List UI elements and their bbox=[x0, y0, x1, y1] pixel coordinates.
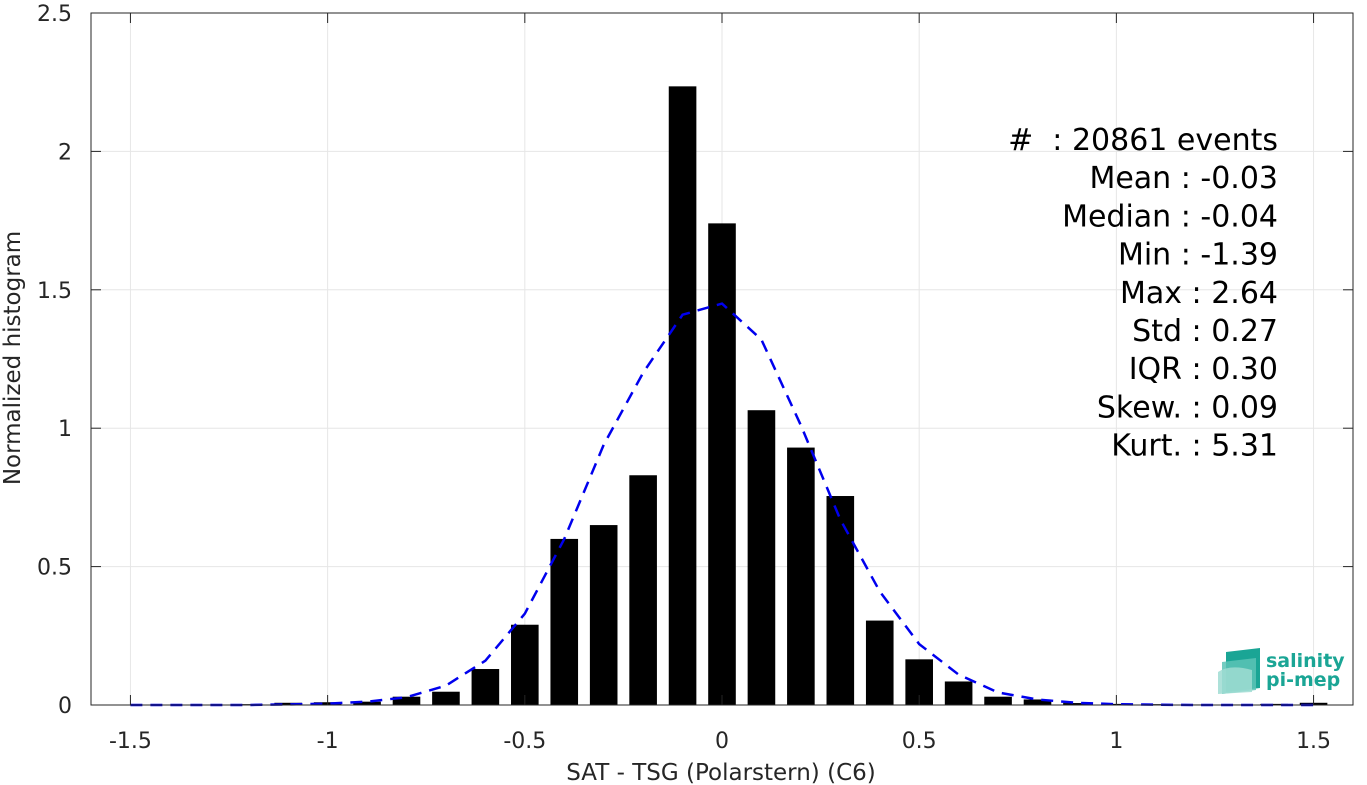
histogram-bar bbox=[392, 696, 421, 705]
y-tick-label: 2 bbox=[58, 140, 72, 165]
histogram-bar bbox=[984, 696, 1012, 705]
histogram-bar bbox=[629, 475, 657, 705]
histogram-bar bbox=[826, 496, 855, 705]
y-tick-labels: 0 0.5 1 1.5 2 2.5 bbox=[37, 2, 72, 719]
x-tick-label: -1 bbox=[317, 729, 339, 754]
x-tick-label: 0 bbox=[715, 729, 729, 754]
histogram-bar bbox=[668, 86, 697, 706]
stats-line: # : 20861 events bbox=[1008, 123, 1278, 158]
histogram-bars bbox=[234, 86, 1328, 706]
histogram-bar bbox=[1260, 703, 1288, 705]
x-tick-label: 0.5 bbox=[902, 729, 937, 754]
y-axis-label: Normalized histogram bbox=[0, 231, 26, 485]
y-tick-label: 0 bbox=[58, 694, 72, 719]
logo-icon bbox=[1218, 648, 1260, 694]
histogram-bar bbox=[944, 681, 973, 705]
histogram-bar bbox=[353, 701, 381, 705]
logo-text-pi-mep: pi-mep bbox=[1266, 669, 1340, 691]
histogram-bar bbox=[274, 702, 302, 705]
fit-curve bbox=[130, 302, 1314, 707]
histogram-bar bbox=[1063, 703, 1091, 705]
x-tick-label: -1.5 bbox=[109, 729, 152, 754]
histogram-bar bbox=[1023, 699, 1052, 705]
histogram-bar bbox=[550, 538, 579, 705]
stats-line: Median : -0.04 bbox=[1062, 199, 1278, 234]
histogram-bar bbox=[511, 624, 539, 705]
histogram-bar bbox=[589, 525, 618, 705]
y-tick-label: 1.5 bbox=[37, 279, 72, 304]
histogram-bar bbox=[787, 447, 815, 705]
stats-line: Mean : -0.03 bbox=[1089, 161, 1278, 196]
y-tick-label: 1 bbox=[58, 417, 72, 442]
logo-text-salinity: salinity bbox=[1266, 650, 1345, 672]
x-tick-labels: -1.5 -1 -0.5 0 0.5 1 1.5 bbox=[109, 729, 1331, 754]
histogram-bar bbox=[865, 620, 894, 705]
histogram-bar bbox=[708, 223, 736, 706]
x-tick-label: 1.5 bbox=[1296, 729, 1331, 754]
histogram-bar bbox=[747, 410, 776, 705]
stats-line: IQR : 0.30 bbox=[1129, 352, 1278, 387]
x-tick-label: -0.5 bbox=[503, 729, 546, 754]
x-tick-label: 1 bbox=[1109, 729, 1123, 754]
y-tick-label: 2.5 bbox=[37, 2, 72, 27]
y-tick-label: 0.5 bbox=[37, 556, 72, 581]
histogram-bar bbox=[471, 669, 500, 705]
histogram-bar bbox=[432, 691, 460, 705]
x-axis-label: SAT - TSG (Polarstern) (C6) bbox=[566, 760, 875, 785]
salinity-pi-mep-logo: salinity pi-mep bbox=[1218, 648, 1345, 694]
stats-line: Std : 0.27 bbox=[1132, 314, 1278, 349]
stats-line: Kurt. : 5.31 bbox=[1111, 429, 1278, 464]
stats-line: Min : -1.39 bbox=[1118, 238, 1278, 273]
axis-ticks bbox=[91, 12, 1353, 706]
stats-line: Skew. : 0.09 bbox=[1097, 390, 1278, 425]
stats-line: Max : 2.64 bbox=[1120, 276, 1278, 311]
